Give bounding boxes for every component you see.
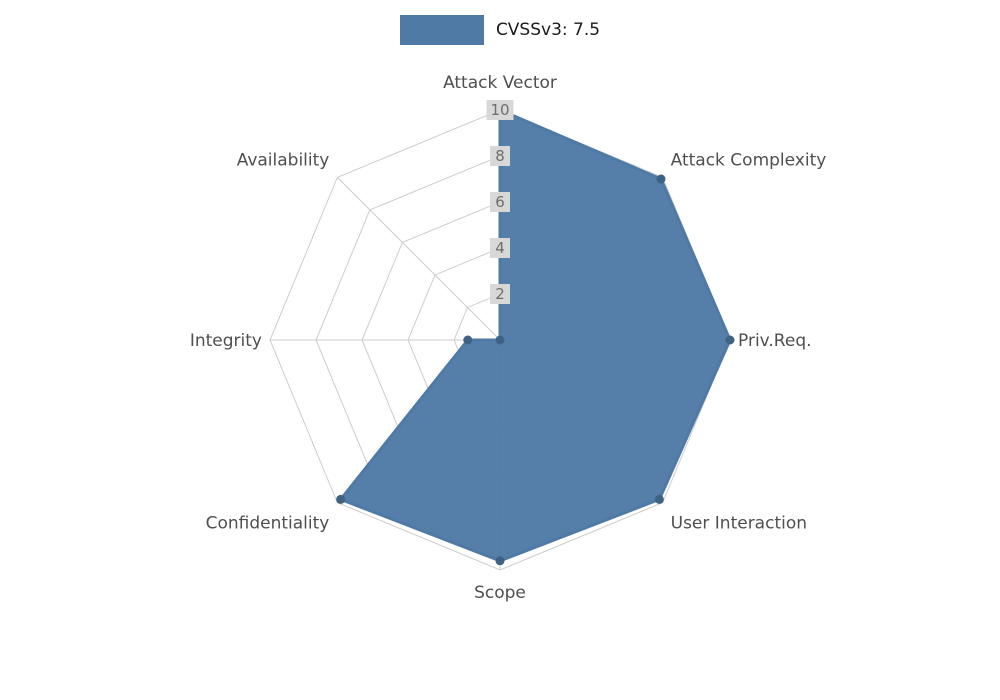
radar-vertex-dot <box>495 556 505 566</box>
radar-axis-label: Confidentiality <box>206 514 330 534</box>
radar-tick-label: 4 <box>495 239 505 257</box>
radar-vertex-dot <box>654 494 664 504</box>
radar-vertex-dot <box>495 335 505 345</box>
radar-axis-label: User Interaction <box>671 514 807 534</box>
radar-tick-bg <box>490 192 510 212</box>
radar-polygon <box>339 108 732 563</box>
radar-vertex-dot <box>725 335 735 345</box>
radar-axis-label: Attack Complexity <box>671 150 827 170</box>
radar-tick-bg <box>490 238 510 258</box>
radar-axis-label: Integrity <box>190 331 262 351</box>
radar-tick-bg <box>490 284 510 304</box>
radar-tick-label: 8 <box>495 147 505 165</box>
legend-swatch <box>399 15 484 45</box>
radar-tick-label: 2 <box>495 285 505 303</box>
radar-tick-bg <box>486 100 514 120</box>
radar-vertex-dot <box>463 335 473 345</box>
legend-label: CVSSv3: 7.5 <box>495 20 601 40</box>
radar-tick-label: 6 <box>495 193 505 211</box>
radar-axis-label: Priv.Req. <box>738 331 812 351</box>
radar-vertex-dot <box>336 494 346 504</box>
chart-legend: CVSSv3: 7.5 <box>0 15 1000 45</box>
radar-vertex-dot <box>656 174 666 184</box>
radar-spoke <box>337 177 501 341</box>
radar-axis-label: Attack Vector <box>443 73 557 93</box>
radar-axis-label: Availability <box>237 150 330 170</box>
radar-axis-label: Scope <box>474 583 526 603</box>
radar-tick-bg <box>490 146 510 166</box>
radar-tick-label: 10 <box>490 101 509 119</box>
